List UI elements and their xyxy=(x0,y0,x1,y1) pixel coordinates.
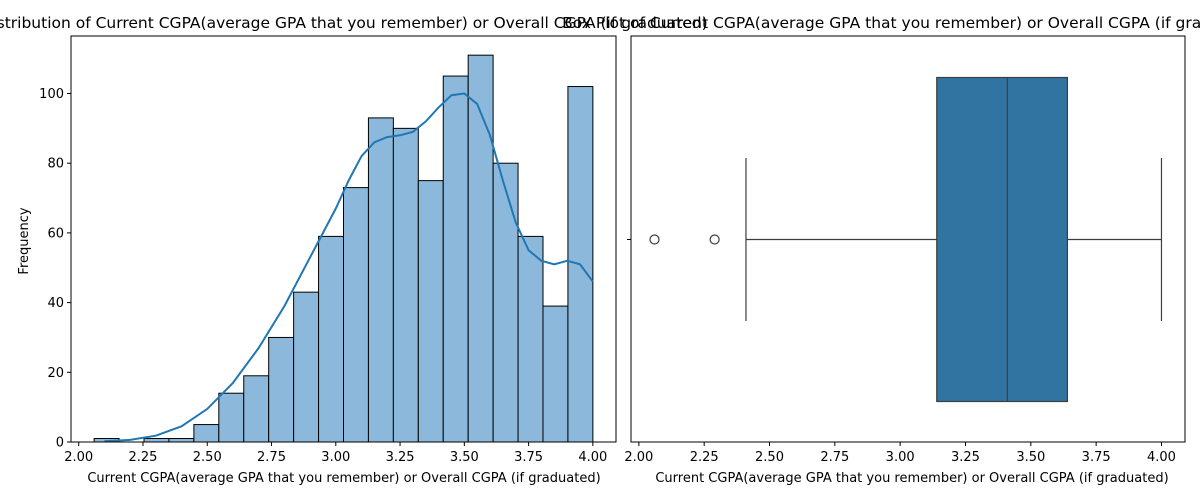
x-tick-label: 3.25 xyxy=(951,450,980,465)
x-tick-label: 2.75 xyxy=(820,450,849,465)
histogram-y-axis-label: Frequency xyxy=(17,207,32,274)
histogram-bar xyxy=(467,54,494,443)
x-tick-label: 3.25 xyxy=(386,450,415,465)
x-tick-label: 4.00 xyxy=(578,450,607,465)
y-tick-label: 80 xyxy=(47,157,64,172)
y-tick-label: 40 xyxy=(47,296,64,311)
x-tick-label: 3.50 xyxy=(450,450,479,465)
y-tick-label: 60 xyxy=(47,226,64,241)
histogram-bar xyxy=(517,235,544,443)
histogram-bar xyxy=(442,75,469,443)
boxplot-panel: Box Plot of Current CGPA(average GPA tha… xyxy=(562,14,1200,486)
boxplot-axes-frame xyxy=(630,35,1186,443)
y-tick-label: 20 xyxy=(47,366,64,381)
x-tick-label: 3.50 xyxy=(1016,450,1045,465)
x-tick-label: 2.25 xyxy=(690,450,719,465)
histogram-axes-frame xyxy=(70,35,617,443)
y-tick-label: 0 xyxy=(56,436,64,451)
histogram-bar xyxy=(542,305,569,443)
histogram-bar xyxy=(168,438,195,443)
histogram-x-ticks: 2.00 2.25 2.50 2.75 3.00 3.25 3.50 3.75 4.00 xyxy=(64,442,607,465)
x-tick-label: 2.50 xyxy=(193,450,222,465)
histogram-bar xyxy=(268,336,295,443)
x-tick-label: 2.75 xyxy=(257,450,286,465)
histogram-title: Distribution of Current CGPA(average GPA… xyxy=(0,14,708,32)
boxplot-elements xyxy=(649,76,1163,403)
x-tick-label: 2.25 xyxy=(129,450,158,465)
histogram-bars xyxy=(93,54,594,443)
histogram-x-axis-label: Current CGPA(average GPA that you rememb… xyxy=(87,471,600,486)
x-tick-label: 3.75 xyxy=(1082,450,1111,465)
histogram-bar xyxy=(243,375,270,443)
histogram-bar xyxy=(343,187,369,443)
y-tick-label: 100 xyxy=(39,87,64,102)
x-tick-label: 3.00 xyxy=(321,450,350,465)
histogram-bar xyxy=(193,424,220,443)
x-tick-label: 2.50 xyxy=(755,450,784,465)
outlier-point xyxy=(649,234,660,245)
boxplot-x-axis-label: Current CGPA(average GPA that you rememb… xyxy=(655,471,1168,486)
histogram-panel: Distribution of Current CGPA(average GPA… xyxy=(0,14,708,486)
boxplot-x-ticks: 2.00 2.25 2.50 2.75 3.00 3.25 3.50 3.75 4.00 xyxy=(624,442,1176,465)
histogram-bar xyxy=(417,180,444,443)
histogram-y-ticks: 0 20 40 60 80 100 xyxy=(39,87,71,451)
kde-curve xyxy=(104,92,594,443)
histogram-bar xyxy=(392,127,419,443)
histogram-bar xyxy=(492,162,519,443)
x-tick-label: 2.00 xyxy=(624,450,653,465)
histogram-bar xyxy=(143,438,170,443)
histogram-bar xyxy=(218,392,245,443)
histogram-bar xyxy=(367,117,394,443)
x-tick-label: 3.00 xyxy=(886,450,915,465)
x-tick-label: 2.00 xyxy=(64,450,93,465)
histogram-bar xyxy=(293,291,320,443)
boxplot-title: Box Plot of Current CGPA(average GPA tha… xyxy=(562,14,1200,32)
outlier-point xyxy=(709,234,720,245)
histogram-bar xyxy=(318,235,345,443)
iqr-box xyxy=(936,76,1069,403)
x-tick-label: 3.75 xyxy=(514,450,543,465)
x-tick-label: 4.00 xyxy=(1147,450,1176,465)
